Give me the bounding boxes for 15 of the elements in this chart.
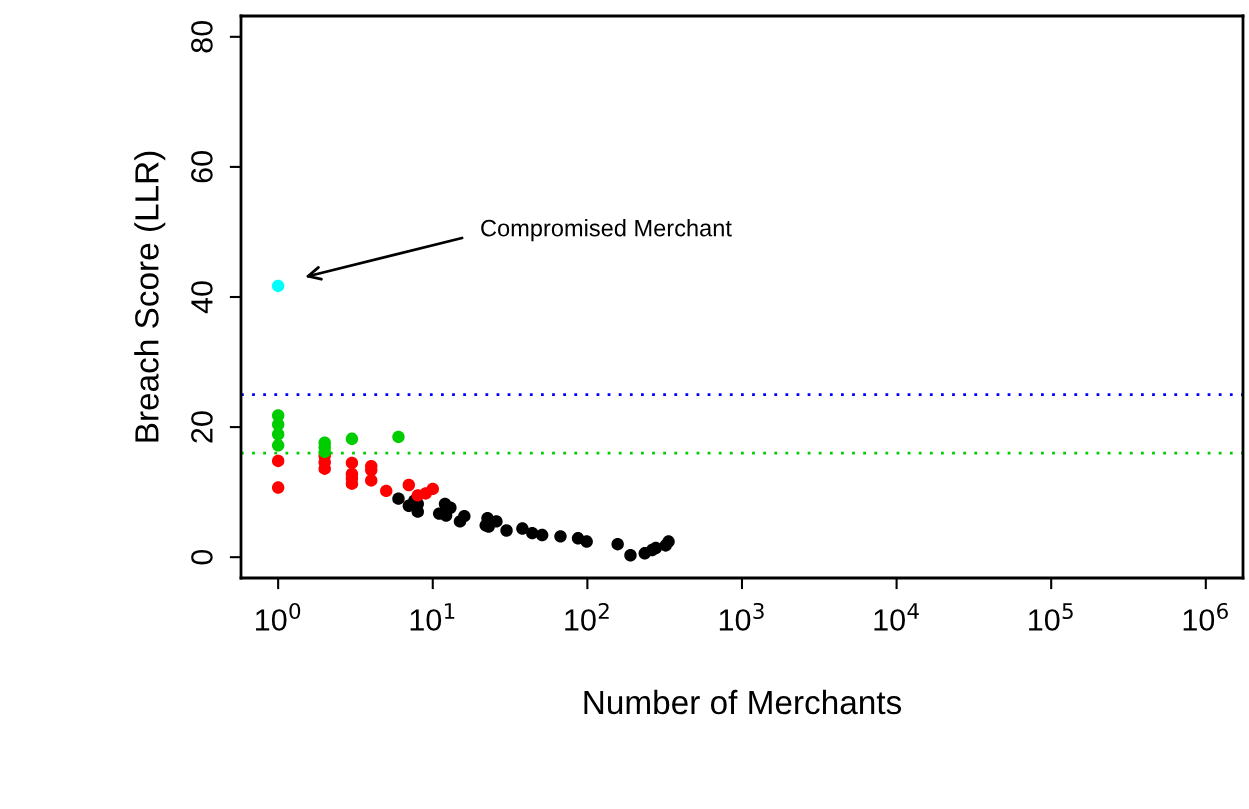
x-tick-label: 10$^{5}$ bbox=[1029, 603, 1073, 631]
x-tick-label: 10$^{1}$ bbox=[410, 603, 455, 631]
x-tick-label: 10$^{0}$ bbox=[256, 602, 301, 631]
x-axis-title: Number of Merchants bbox=[584, 689, 902, 715]
x-tick-label: 10$^{4}$ bbox=[874, 603, 919, 631]
y-tick-label: 80 bbox=[191, 21, 213, 53]
y-tick-label: 0 bbox=[191, 549, 213, 565]
y-tick-label: 40 bbox=[191, 281, 213, 314]
annotation: Compromised Merchant bbox=[481, 219, 732, 242]
x-tick-label: 10$^{2}$ bbox=[565, 602, 609, 631]
x-tick-label: 10$^{6}$ bbox=[1183, 602, 1228, 631]
y-tick-label: 20 bbox=[191, 411, 213, 443]
x-tick-label: 10$^{3}$ bbox=[719, 602, 764, 631]
y-tick-label: 60 bbox=[191, 151, 213, 183]
y-axis-title: Breach Score (LLR) bbox=[134, 151, 166, 442]
